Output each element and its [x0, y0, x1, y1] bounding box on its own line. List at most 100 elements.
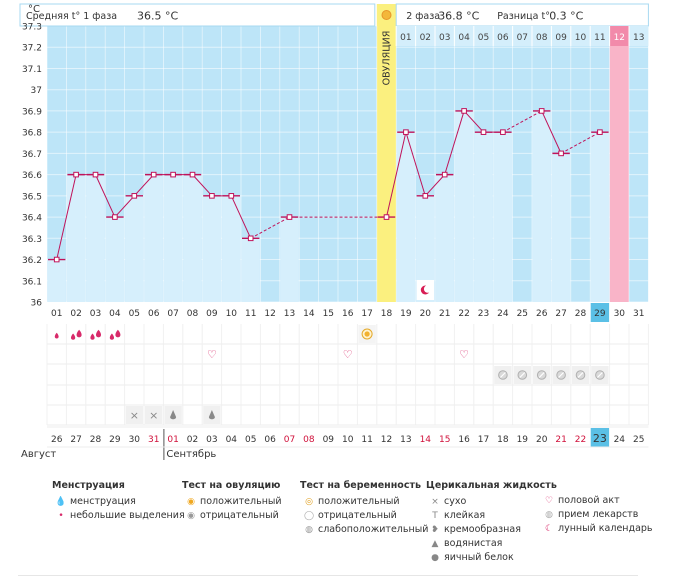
- diff-label: Разница t°: [497, 11, 550, 22]
- temperature-point: [92, 171, 99, 178]
- temperature-bar: [222, 195, 241, 302]
- phase2-day-label: 10: [575, 33, 587, 43]
- today-date-highlight: [590, 428, 610, 447]
- calendar-date-label: 20: [536, 435, 548, 445]
- phase1-value: 36.5 °C: [137, 10, 178, 23]
- cycle-day-label: 20: [420, 309, 432, 319]
- cycle-day-label: 12: [264, 309, 275, 319]
- legend-item-ov-positive: ◉ положительный: [182, 495, 282, 509]
- y-tick-label: 36.9: [22, 107, 42, 117]
- symbol-cell: [86, 325, 105, 343]
- cycle-day-label: 11: [245, 309, 256, 319]
- temperature-bar: [454, 110, 474, 302]
- ovulation-label: ОВУЛЯЦИЯ: [382, 31, 393, 86]
- period-column: [609, 46, 629, 302]
- temperature-line: [133, 174, 155, 197]
- phase2-value: 36.8 °C: [438, 10, 479, 23]
- symbol-cell: [455, 345, 473, 363]
- calendar-date-label: 01: [167, 435, 178, 445]
- temperature-line: [114, 195, 135, 218]
- menstruation-icon: [70, 333, 76, 340]
- legend-other: ♡ половой акт ◍ прием лекарств ☾ лунный кал…: [540, 494, 653, 536]
- dry-icon: ×: [130, 409, 139, 422]
- cycle-day-label: 29: [594, 309, 606, 319]
- legend-item-spotting: • небольшие выделения: [52, 509, 184, 523]
- temperature-point: [73, 171, 79, 178]
- symbol-cell: [106, 325, 124, 343]
- cycle-day-label: 19: [400, 309, 412, 319]
- temperature-line: [444, 110, 465, 175]
- phase2-day-label: 03: [439, 33, 450, 43]
- header-phase1: [19, 3, 376, 27]
- calendar-date-label: 08: [303, 435, 315, 445]
- cycle-day-label: 08: [187, 309, 199, 319]
- y-tick-label: 36.5: [22, 192, 42, 202]
- calendar-date-label: 22: [575, 435, 586, 445]
- phase2-day-label: 13: [633, 33, 644, 43]
- legend-title: Менструация: [52, 480, 125, 491]
- temperature-line: [541, 110, 562, 154]
- cycle-day-label: 24: [497, 309, 509, 319]
- calendar-date-label: 04: [226, 435, 238, 445]
- temperature-point: [500, 129, 506, 135]
- legend-title: Церикальная жидкость: [426, 480, 557, 491]
- temperature-bar: [396, 132, 416, 302]
- pregnancy-weak-icon: ◍: [305, 525, 313, 535]
- moon-icon-cutout: [423, 285, 432, 293]
- temperature-point: [228, 193, 235, 199]
- positive-test-dot: [364, 331, 370, 337]
- temperature-bar: [416, 195, 435, 302]
- eggwhite-icon: ●: [431, 553, 439, 563]
- negative-test-icon: ◉: [187, 511, 195, 521]
- symbol-cell: [67, 325, 85, 343]
- temperature-point: [538, 108, 545, 114]
- temperature-line: [230, 195, 252, 239]
- symbol-cell: [125, 406, 143, 424]
- calendar-date-label: 17: [478, 435, 489, 445]
- calendar-date-label: 15: [439, 435, 450, 445]
- phase2-days-row: [396, 26, 649, 46]
- calendar-date-label: 12: [381, 435, 392, 445]
- calendar-date-label: 03: [206, 435, 217, 445]
- temperature-bar: [105, 217, 125, 302]
- temperature-point: [383, 214, 390, 220]
- phase2-day-label: 07: [517, 33, 528, 43]
- calendar-date-label: 29: [109, 435, 121, 445]
- phase2-day-label: 05: [478, 33, 489, 43]
- temperature-point: [170, 171, 176, 178]
- legend-title: Тест на овуляцию: [182, 480, 281, 491]
- y-tick-label: 36.3: [22, 235, 42, 245]
- menstruation-icon: [95, 329, 102, 338]
- y-tick-label: 36.4: [22, 214, 42, 224]
- legend-item-ov-negative: ◉ отрицательный: [182, 509, 282, 523]
- cycle-day-label: 21: [439, 309, 450, 319]
- cycle-day-label: 23: [478, 309, 489, 319]
- y-tick-label: 37.2: [22, 44, 42, 54]
- moon-icon: ☾: [544, 524, 554, 534]
- y-tick-label: 36.2: [22, 256, 42, 266]
- calendar-date-label: 02: [187, 435, 198, 445]
- phase2-day-label: 12: [614, 33, 625, 43]
- temperature-line: [95, 174, 116, 218]
- legend-item-preg-weak: ◍ слабоположительный: [300, 523, 428, 537]
- phase2-day-label: 04: [458, 33, 470, 43]
- pregnancy-negative-icon: ◯: [303, 511, 315, 521]
- legend-menstruation: Менструация 💧 менструация • небольшие выде…: [52, 480, 185, 523]
- pill-icon-line: [499, 372, 506, 378]
- calendar-date-label: 14: [420, 435, 432, 445]
- watery-icon: [208, 410, 215, 420]
- y-tick-label: 36.8: [22, 129, 42, 139]
- symbol-cell: [339, 345, 357, 363]
- cycle-day-label: 01: [51, 309, 62, 319]
- phase1-label: Средняя t° 1 фаза: [26, 11, 117, 22]
- cycle-day-label: 28: [575, 309, 587, 319]
- calendar-date-label: 26: [51, 435, 63, 445]
- pill-icon-line: [538, 372, 545, 378]
- legend-item-preg-negative: ◯ отрицательный: [300, 509, 428, 523]
- legend-item-creamy: ❥ кремообразная: [426, 523, 557, 537]
- y-tick-label: 37.1: [22, 65, 42, 75]
- today-highlight: [590, 303, 610, 322]
- temperature-gap-line: [502, 110, 542, 133]
